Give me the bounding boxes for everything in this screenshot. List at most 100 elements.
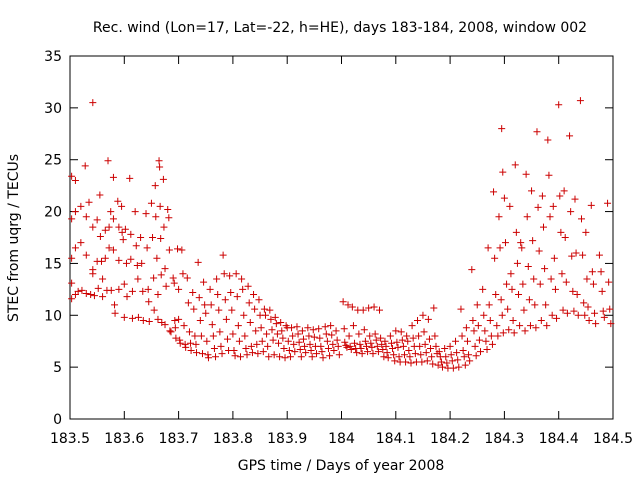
data-point (159, 175, 167, 183)
data-point (107, 208, 115, 216)
data-point (247, 342, 255, 350)
data-point (457, 305, 465, 313)
data-point (442, 353, 450, 361)
data-point (525, 296, 533, 304)
data-point (254, 350, 262, 358)
data-point (493, 322, 501, 330)
data-point (431, 332, 439, 340)
data-point (164, 205, 172, 213)
data-point (399, 342, 407, 350)
data-point (279, 334, 287, 342)
data-point (344, 301, 352, 309)
data-point (319, 354, 327, 362)
data-point (570, 307, 578, 315)
data-point (288, 324, 296, 332)
data-point (285, 347, 293, 355)
data-point (219, 251, 227, 259)
data-point (530, 275, 538, 283)
data-point (499, 168, 507, 176)
data-point (302, 349, 310, 357)
data-point (210, 344, 218, 352)
data-point (390, 351, 398, 359)
data-point (409, 334, 417, 342)
data-point (348, 303, 356, 311)
data-point (518, 244, 526, 252)
data-point (261, 311, 269, 319)
data-point (460, 353, 468, 361)
data-point (532, 324, 540, 332)
x-tick-label: 183.7 (159, 431, 199, 447)
data-point (78, 286, 86, 294)
data-point (571, 195, 579, 203)
data-point (107, 286, 115, 294)
data-point (459, 347, 467, 355)
data-point (343, 343, 351, 351)
data-point (548, 311, 556, 319)
data-point (573, 291, 581, 299)
y-tick-label: 10 (44, 308, 62, 324)
data-point (150, 306, 158, 314)
data-point (550, 254, 558, 262)
data-point (89, 223, 97, 231)
data-point (272, 320, 280, 328)
data-point (428, 353, 436, 361)
data-point (109, 246, 117, 254)
data-point (204, 351, 212, 359)
data-point (472, 352, 480, 360)
data-point (138, 259, 146, 267)
data-point (510, 329, 518, 337)
data-point (96, 232, 104, 240)
data-point (389, 344, 397, 352)
data-points (68, 97, 615, 372)
data-point (203, 337, 211, 345)
data-point (496, 244, 504, 252)
data-point (549, 202, 557, 210)
data-point (145, 298, 153, 306)
data-point (235, 337, 243, 345)
data-point (524, 263, 532, 271)
data-point (176, 339, 184, 347)
data-point (498, 125, 506, 133)
data-point (315, 325, 323, 333)
data-point (119, 236, 127, 244)
data-point (216, 328, 224, 336)
data-point (127, 230, 135, 238)
data-point (82, 290, 90, 298)
data-point (572, 249, 580, 257)
data-point (438, 363, 446, 371)
data-point (229, 330, 237, 338)
data-point (522, 170, 530, 178)
data-point (386, 332, 394, 340)
data-point (434, 361, 442, 369)
data-point (547, 275, 555, 283)
data-point (371, 330, 379, 338)
data-point (448, 357, 456, 365)
data-point (175, 285, 183, 293)
data-point (134, 275, 142, 283)
data-point (394, 343, 402, 351)
data-point (474, 322, 482, 330)
data-point (446, 342, 454, 350)
data-point (267, 315, 275, 323)
data-point (515, 291, 523, 299)
data-point (326, 352, 334, 360)
data-point (468, 266, 476, 274)
data-point (486, 316, 494, 324)
data-point (513, 259, 521, 267)
data-point (408, 322, 416, 330)
data-point (118, 202, 126, 210)
data-point (509, 316, 517, 324)
data-point (334, 342, 342, 350)
data-point (123, 293, 131, 301)
data-point (243, 351, 251, 359)
data-point (374, 348, 382, 356)
data-point (452, 337, 460, 345)
data-point (587, 201, 595, 209)
data-point (268, 326, 276, 334)
data-point (286, 353, 294, 361)
data-point (492, 291, 500, 299)
data-point (435, 348, 443, 356)
data-point (494, 332, 502, 340)
data-point (411, 350, 419, 358)
data-point (230, 347, 238, 355)
